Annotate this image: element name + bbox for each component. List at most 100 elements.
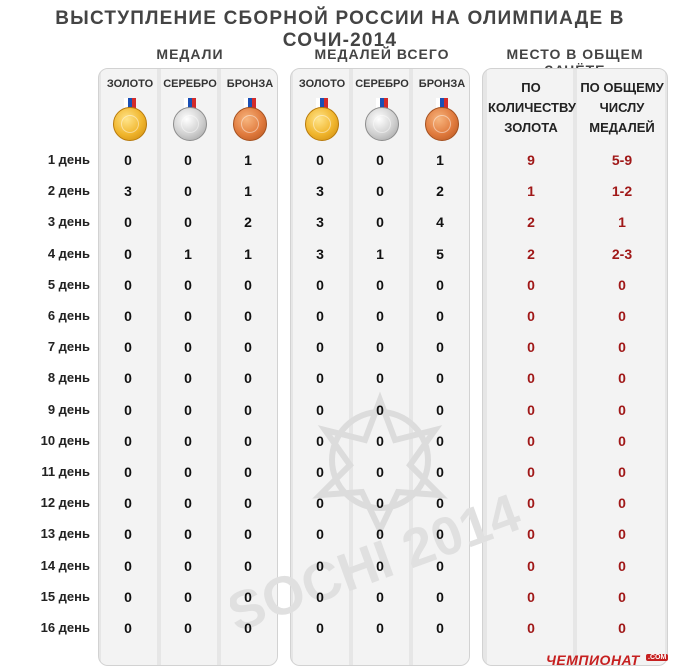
cell-silver: 0 [184, 370, 192, 386]
cell-total-silver: 0 [376, 152, 384, 168]
cell-total-silver: 0 [376, 402, 384, 418]
cell-place-total: 0 [618, 277, 626, 293]
cell-total-bronze: 1 [436, 152, 444, 168]
cell-bronze: 0 [244, 526, 252, 542]
cell-total-gold: 0 [316, 277, 324, 293]
day-label: 12 день [40, 495, 90, 510]
panel-medals [98, 68, 278, 666]
cell-gold: 0 [124, 433, 132, 449]
cell-silver: 0 [184, 589, 192, 605]
cell-bronze: 0 [244, 402, 252, 418]
cell-place-total: 0 [618, 495, 626, 511]
day-label: 11 день [41, 464, 90, 479]
column-bg [353, 69, 409, 665]
panel-place [482, 68, 668, 666]
cell-place-gold: 0 [527, 308, 535, 324]
cell-gold: 0 [124, 402, 132, 418]
cell-total-silver: 0 [376, 495, 384, 511]
col-header-bronze: БРОНЗА [226, 78, 274, 90]
column-bg [487, 69, 573, 665]
cell-place-total: 0 [618, 620, 626, 636]
cell-total-bronze: 5 [436, 246, 444, 262]
cell-total-bronze: 0 [436, 339, 444, 355]
header-line: ПО ОБЩЕМУ [580, 80, 664, 95]
cell-silver: 0 [184, 558, 192, 574]
bronze-medal-icon [425, 98, 459, 146]
cell-place-gold: 0 [527, 620, 535, 636]
cell-total-gold: 0 [316, 152, 324, 168]
cell-total-gold: 0 [316, 526, 324, 542]
cell-silver: 0 [184, 620, 192, 636]
cell-bronze: 0 [244, 339, 252, 355]
cell-total-gold: 0 [316, 402, 324, 418]
day-label: 3 день [47, 214, 90, 229]
cell-place-gold: 0 [527, 526, 535, 542]
cell-total-silver: 0 [376, 589, 384, 605]
day-label: 10 день [40, 433, 90, 448]
header-line: ЧИСЛУ [599, 100, 645, 115]
cell-gold: 0 [124, 214, 132, 230]
cell-total-gold: 0 [316, 370, 324, 386]
day-label: 1 день [47, 152, 90, 167]
cell-bronze: 0 [244, 370, 252, 386]
header-line: МЕДАЛЕЙ [589, 120, 655, 135]
cell-gold: 0 [124, 589, 132, 605]
cell-place-total: 0 [618, 589, 626, 605]
group-title-medals: МЕДАЛИ [156, 46, 224, 62]
cell-gold: 0 [124, 308, 132, 324]
cell-total-bronze: 0 [436, 370, 444, 386]
cell-total-bronze: 0 [436, 620, 444, 636]
cell-total-silver: 0 [376, 526, 384, 542]
cell-gold: 0 [124, 246, 132, 262]
cell-place-total: 0 [618, 464, 626, 480]
cell-total-gold: 0 [316, 589, 324, 605]
cell-bronze: 0 [244, 495, 252, 511]
col-header-place-by-total: ПО ОБЩЕМУ ЧИСЛУ МЕДАЛЕЙ [578, 78, 666, 138]
cell-place-gold: 2 [527, 214, 535, 230]
cell-place-total: 0 [618, 558, 626, 574]
cell-gold: 0 [124, 464, 132, 480]
day-label: 2 день [47, 183, 90, 198]
cell-bronze: 1 [244, 183, 252, 199]
cell-place-gold: 0 [527, 589, 535, 605]
cell-silver: 0 [184, 183, 192, 199]
cell-total-bronze: 0 [436, 308, 444, 324]
day-label: 8 день [47, 370, 90, 385]
column-bg [293, 69, 349, 665]
day-label: 7 день [47, 339, 90, 354]
cell-place-total: 1 [618, 214, 626, 230]
header-line: КОЛИЧЕСТВУ [488, 100, 576, 115]
cell-place-gold: 0 [527, 402, 535, 418]
page-title: ВЫСТУПЛЕНИЕ СБОРНОЙ РОССИИ НА ОЛИМПИАДЕ … [55, 8, 625, 51]
cell-bronze: 0 [244, 589, 252, 605]
cell-place-total: 5-9 [611, 152, 633, 168]
column-bg [101, 69, 157, 665]
cell-silver: 1 [184, 246, 192, 262]
col-header-gold: ЗОЛОТО [298, 78, 346, 90]
cell-place-gold: 0 [527, 370, 535, 386]
header-line: ПО [521, 80, 541, 95]
cell-gold: 3 [124, 183, 132, 199]
cell-silver: 0 [184, 214, 192, 230]
day-label: 9 день [47, 402, 90, 417]
cell-total-bronze: 0 [436, 589, 444, 605]
cell-bronze: 0 [244, 620, 252, 636]
cell-total-silver: 0 [376, 277, 384, 293]
column-bg [577, 69, 665, 665]
col-header-place-by-gold: ПО КОЛИЧЕСТВУ ЗОЛОТА [488, 78, 576, 138]
cell-total-bronze: 0 [436, 526, 444, 542]
cell-silver: 0 [184, 526, 192, 542]
cell-place-total: 0 [618, 370, 626, 386]
cell-gold: 0 [124, 526, 132, 542]
cell-total-silver: 0 [376, 214, 384, 230]
cell-bronze: 1 [244, 152, 252, 168]
cell-place-total: 0 [618, 402, 626, 418]
cell-gold: 0 [124, 370, 132, 386]
cell-total-bronze: 4 [436, 214, 444, 230]
cell-total-silver: 1 [376, 246, 384, 262]
cell-place-total: 2-3 [611, 246, 633, 262]
cell-total-silver: 0 [376, 183, 384, 199]
cell-total-gold: 0 [316, 433, 324, 449]
cell-place-gold: 0 [527, 558, 535, 574]
day-label: 5 день [47, 277, 90, 292]
